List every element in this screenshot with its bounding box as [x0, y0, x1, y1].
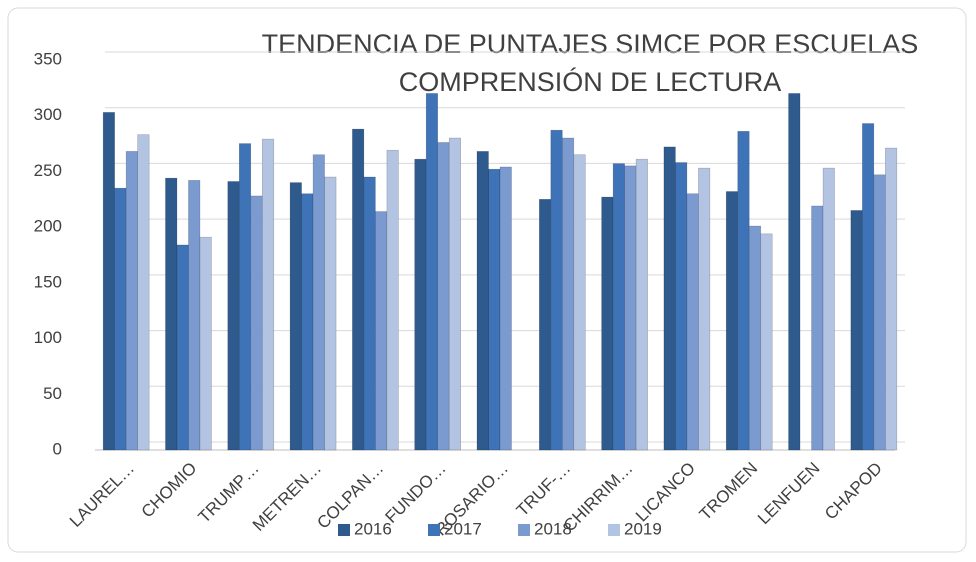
legend-swatch [608, 524, 620, 536]
bar [386, 149, 399, 451]
bar [562, 137, 575, 451]
y-tick-label: 300 [34, 105, 62, 124]
bar [301, 193, 314, 451]
bar [573, 154, 586, 451]
bar [748, 225, 762, 451]
bar [188, 180, 201, 451]
bar [324, 176, 337, 451]
bar [312, 154, 325, 451]
y-tick-label: 50 [43, 384, 62, 403]
bar [822, 167, 835, 451]
y-tick-label: 0 [53, 439, 62, 458]
bar [737, 131, 750, 451]
bar [114, 187, 127, 451]
bar [261, 138, 275, 451]
bar [873, 174, 886, 451]
bar [675, 162, 688, 451]
bar [363, 176, 376, 451]
bar [686, 193, 699, 451]
legend-swatch [518, 524, 530, 536]
chart-title: TENDENCIA DE PUNTAJES SIMCE POR ESCUELAS [262, 29, 919, 59]
y-tick-label: 100 [34, 328, 62, 347]
bar [760, 233, 773, 451]
bar [352, 128, 365, 451]
bar [289, 182, 302, 451]
legend-swatch [428, 524, 440, 536]
bar [375, 211, 388, 451]
bar [788, 93, 801, 451]
bar [425, 93, 438, 451]
bar [437, 142, 450, 451]
bar [850, 210, 863, 451]
bar [250, 195, 263, 451]
bar [414, 158, 427, 451]
legend-label: 2017 [444, 519, 482, 538]
bar [488, 168, 501, 451]
legend-label: 2016 [354, 519, 392, 538]
bar [499, 166, 512, 451]
bar [663, 146, 676, 451]
legend-label: 2018 [534, 519, 572, 538]
bar [137, 134, 150, 451]
chart-subtitle: COMPRENSIÓN DE LECTURA [399, 66, 782, 97]
y-tick-label: 350 [34, 49, 62, 68]
bar [165, 177, 178, 451]
legend-swatch [338, 524, 350, 536]
bar [102, 112, 115, 451]
bar [199, 236, 212, 451]
bar [624, 165, 637, 451]
y-tick-label: 150 [34, 272, 62, 291]
legend-label: 2019 [624, 519, 662, 538]
bar [550, 129, 563, 451]
bar [227, 181, 240, 451]
y-tick-label: 200 [34, 217, 62, 236]
bar [476, 151, 489, 451]
bar [811, 205, 824, 451]
bar [176, 244, 189, 451]
bar [238, 143, 252, 451]
bar [612, 163, 625, 451]
y-tick-label: 250 [34, 161, 62, 180]
bar [862, 123, 875, 451]
bar [725, 191, 739, 451]
bar [885, 147, 898, 451]
bar [601, 196, 614, 451]
bar [635, 158, 648, 451]
bar [539, 198, 552, 451]
bar [448, 137, 461, 451]
bar [698, 167, 711, 451]
bar [125, 151, 138, 451]
